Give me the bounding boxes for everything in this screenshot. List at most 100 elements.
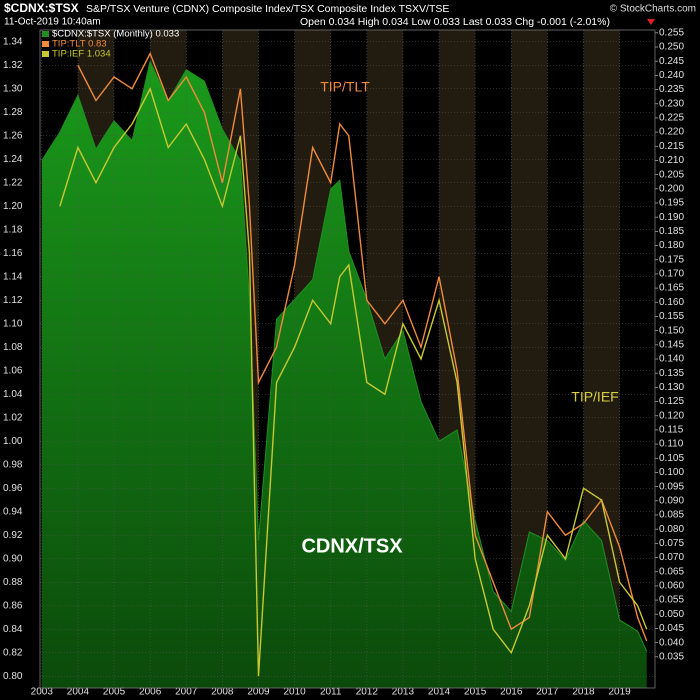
- y2-tick-label: 0.085: [659, 510, 684, 521]
- y2-tick-label: 0.105: [659, 453, 684, 464]
- y-tick-label: 1.22: [3, 177, 23, 188]
- legend-label: TIP:TLT 0.83: [52, 39, 107, 50]
- down-arrow: [647, 19, 655, 25]
- y2-tick-label: 0.130: [659, 382, 684, 393]
- x-tick-label: 2019: [608, 687, 631, 698]
- y-tick-label: 1.34: [3, 36, 23, 47]
- y-tick-label: 1.06: [3, 365, 23, 376]
- y2-tick-label: 0.235: [659, 84, 684, 95]
- y2-tick-label: 0.240: [659, 70, 684, 81]
- x-tick-label: 2008: [211, 687, 234, 698]
- annotation: TIP/TLT: [320, 79, 370, 95]
- y-tick-label: 0.84: [3, 624, 23, 635]
- x-tick-label: 2016: [500, 687, 523, 698]
- annotation: CDNX/TSX: [301, 535, 403, 557]
- y2-tick-label: 0.215: [659, 141, 684, 152]
- y2-tick-label: 0.190: [659, 212, 684, 223]
- line: [59, 86, 648, 677]
- y-tick-label: 1.30: [3, 83, 23, 94]
- y2-tick-label: 0.250: [659, 42, 684, 53]
- y-tick-label: 0.80: [3, 671, 23, 682]
- y2-tick-label: 0.220: [659, 127, 684, 138]
- x-tick-label: 2010: [283, 687, 306, 698]
- x-tick-label: 2005: [103, 687, 126, 698]
- x-tick-label: 2004: [67, 687, 90, 698]
- chart-title: S&P/TSX Venture (CDNX) Composite Index/T…: [86, 3, 449, 15]
- y2-tick-label: 0.255: [659, 27, 684, 38]
- y2-tick-label: 0.125: [659, 396, 684, 407]
- y2-tick-label: 0.120: [659, 410, 684, 421]
- legend-label: TIP:IEF 1.034: [52, 49, 111, 60]
- y2-tick-label: 0.135: [659, 368, 684, 379]
- y2-tick-label: 0.055: [659, 595, 684, 606]
- y-tick-label: 1.32: [3, 60, 23, 71]
- y2-tick-label: 0.145: [659, 339, 684, 350]
- y-tick-label: 0.94: [3, 506, 23, 517]
- y2-tick-label: 0.095: [659, 481, 684, 492]
- y2-tick-label: 0.185: [659, 226, 684, 237]
- y2-tick-label: 0.170: [659, 269, 684, 280]
- y-tick-label: 1.16: [3, 248, 23, 259]
- y2-tick-label: 0.175: [659, 254, 684, 265]
- y2-tick-label: 0.080: [659, 524, 684, 535]
- x-tick-label: 2017: [536, 687, 559, 698]
- y2-tick-label: 0.245: [659, 56, 684, 67]
- y2-tick-label: 0.040: [659, 637, 684, 648]
- source: © StockCharts.com: [610, 4, 696, 15]
- y2-tick-label: 0.035: [659, 651, 684, 662]
- x-tick-label: 2018: [572, 687, 595, 698]
- y2-tick-label: 0.210: [659, 155, 684, 166]
- x-tick-label: 2012: [356, 687, 379, 698]
- y-tick-label: 1.20: [3, 201, 23, 212]
- y2-tick-label: 0.060: [659, 581, 684, 592]
- y-tick-label: 1.00: [3, 436, 23, 447]
- y2-tick-label: 0.045: [659, 623, 684, 634]
- x-tick-label: 2006: [139, 687, 162, 698]
- y2-tick-label: 0.225: [659, 113, 684, 124]
- y-tick-label: 1.24: [3, 154, 23, 165]
- y-tick-label: 1.02: [3, 412, 23, 423]
- y2-tick-label: 0.165: [659, 283, 684, 294]
- y-tick-label: 1.12: [3, 295, 23, 306]
- y2-tick-label: 0.115: [659, 425, 684, 436]
- y-tick-label: 0.90: [3, 553, 23, 564]
- plot-frame: [39, 29, 656, 689]
- y-tick-label: 0.82: [3, 647, 23, 658]
- y2-tick-label: 0.155: [659, 311, 684, 322]
- y2-tick-label: 0.075: [659, 538, 684, 549]
- y-tick-label: 0.86: [3, 600, 23, 611]
- y2-tick-label: 0.180: [659, 240, 684, 251]
- y2-tick-label: 0.195: [659, 198, 684, 209]
- y2-tick-label: 0.070: [659, 552, 684, 563]
- y-tick-label: 1.14: [3, 271, 23, 282]
- x-tick-label: 2011: [320, 687, 342, 698]
- y2-tick-label: 0.100: [659, 467, 684, 478]
- y2-tick-label: 0.140: [659, 354, 684, 365]
- y-tick-label: 1.18: [3, 224, 23, 235]
- y2-tick-label: 0.150: [659, 325, 684, 336]
- y2-tick-label: 0.110: [659, 439, 684, 450]
- y2-tick-label: 0.205: [659, 169, 684, 180]
- legend-swatch: [42, 51, 49, 57]
- symbol: $CDNX:$TSX: [4, 1, 79, 15]
- y2-tick-label: 0.200: [659, 183, 684, 194]
- x-tick-label: 2003: [31, 687, 54, 698]
- y2-tick-label: 0.065: [659, 566, 684, 577]
- legend-swatch: [42, 41, 49, 47]
- y-tick-label: 0.96: [3, 483, 23, 494]
- quote: Open 0.034 High 0.034 Low 0.033 Last 0.0…: [300, 16, 610, 28]
- annotation: TIP/IEF: [571, 389, 618, 405]
- y-tick-label: 1.08: [3, 342, 23, 353]
- y-tick-label: 1.10: [3, 318, 23, 329]
- y-tick-label: 1.28: [3, 107, 23, 118]
- x-tick-label: 2009: [247, 687, 270, 698]
- y2-tick-label: 0.160: [659, 297, 684, 308]
- x-tick-label: 2015: [464, 687, 487, 698]
- y2-tick-label: 0.090: [659, 495, 684, 506]
- y2-tick-label: 0.050: [659, 609, 684, 620]
- line: [77, 51, 648, 642]
- timestamp: 11-Oct-2019 10:40am: [4, 17, 101, 28]
- y-tick-label: 1.04: [3, 389, 23, 400]
